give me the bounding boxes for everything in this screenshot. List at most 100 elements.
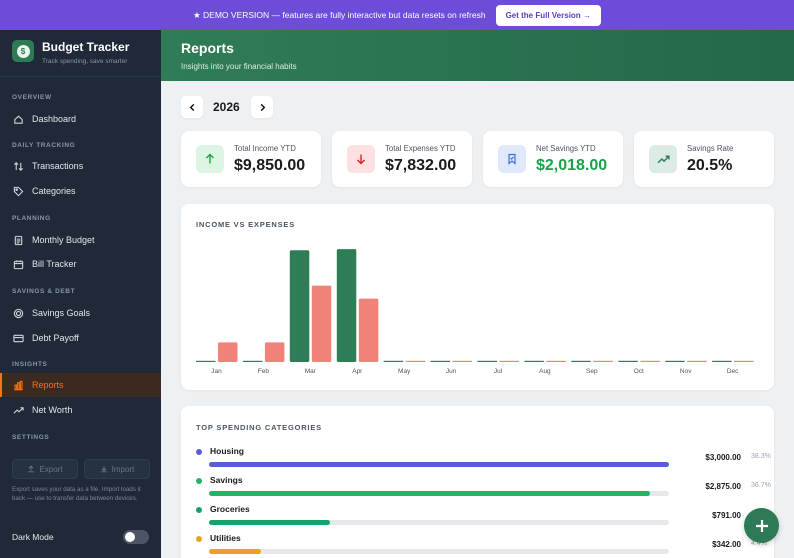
category-amount: $342.00	[712, 540, 741, 549]
category-name: Housing	[210, 446, 244, 456]
logo-icon: $	[12, 40, 34, 62]
arrow-down-icon	[347, 145, 375, 173]
dark-mode-toggle[interactable]	[123, 530, 149, 544]
bar-expense-mar[interactable]	[311, 285, 332, 362]
bar-income-may[interactable]	[383, 360, 404, 362]
bar-expense-oct[interactable]	[640, 360, 660, 362]
page-subtitle: Insights into your financial habits	[181, 62, 297, 71]
category-percent: 36.7%	[751, 482, 771, 489]
export-import-note: Export saves your data as a file. Import…	[12, 486, 141, 502]
category-percent: 38.3%	[751, 453, 771, 460]
stat-label: Total Income YTD	[234, 143, 296, 153]
bar-expense-aug[interactable]	[546, 360, 566, 362]
stat-value: 20.5%	[687, 156, 733, 174]
category-progress-track	[209, 462, 669, 467]
stat-label: Net Savings YTD	[536, 143, 596, 153]
bar-income-jan[interactable]	[196, 360, 216, 362]
clipboard-icon	[14, 235, 23, 245]
chart-title: INCOME VS EXPENSES	[196, 220, 296, 229]
nav-monthly-budget[interactable]: Monthly Budget	[0, 228, 161, 252]
stat-card-income: Total Income YTD $9,850.00	[181, 131, 321, 187]
bar-income-oct[interactable]	[618, 360, 638, 362]
dark-mode-label: Dark Mode	[12, 532, 54, 542]
get-full-version-button[interactable]: Get the Full Version →	[495, 4, 601, 26]
swap-arrows-icon	[13, 161, 24, 171]
bar-income-apr[interactable]	[336, 249, 357, 362]
section-savings-debt: SAVINGS & DEBT	[12, 288, 76, 295]
bar-income-nov[interactable]	[665, 360, 685, 362]
app-title: Budget Tracker	[42, 40, 130, 54]
prev-year-button[interactable]	[181, 96, 203, 118]
bar-income-dec[interactable]	[712, 360, 732, 362]
bar-expense-apr[interactable]	[358, 298, 379, 362]
nav-categories[interactable]: Categories	[0, 179, 161, 203]
target-icon	[13, 308, 24, 318]
bar-income-jun[interactable]	[430, 360, 451, 362]
bar-expense-jan[interactable]	[218, 342, 238, 362]
nav-transactions[interactable]: Transactions	[0, 154, 161, 178]
chevron-left-icon	[189, 103, 194, 111]
x-tick-label: Jan	[211, 368, 222, 375]
x-tick-label: Feb	[258, 368, 270, 375]
bar-income-aug[interactable]	[524, 360, 544, 362]
nav-dashboard[interactable]: Dashboard	[0, 107, 161, 131]
nav-debt-payoff[interactable]: Debt Payoff	[0, 326, 161, 350]
nav-reports[interactable]: Reports	[0, 373, 161, 397]
bar-income-jul[interactable]	[477, 360, 498, 362]
bar-expense-dec[interactable]	[734, 360, 754, 362]
category-dot	[196, 478, 202, 484]
import-button[interactable]: Import	[84, 459, 150, 479]
bar-expense-feb[interactable]	[264, 342, 285, 362]
nav-net-worth[interactable]: Net Worth	[0, 398, 161, 422]
section-daily-tracking: DAILY TRACKING	[12, 142, 76, 149]
app-subtitle: Track spending, save smarter	[42, 58, 128, 65]
bar-expense-jun[interactable]	[452, 360, 473, 362]
bar-expense-jul[interactable]	[499, 360, 520, 362]
page-header: Reports Insights into your financial hab…	[161, 30, 794, 81]
income-expenses-chart: Jan Feb Mar Apr May Jun Jul Aug Sep Oct Nov Dec	[196, 249, 754, 375]
bar-expense-sep[interactable]	[593, 360, 613, 362]
chevron-right-icon	[260, 103, 265, 111]
spending-title: TOP SPENDING CATEGORIES	[196, 423, 322, 432]
export-button[interactable]: Export	[12, 459, 78, 479]
category-progress-track	[209, 520, 669, 525]
category-progress-track	[209, 491, 669, 496]
income-vs-expenses-card: INCOME VS EXPENSES Jan Feb Mar Apr May Jun Jul…	[181, 204, 774, 390]
bar-income-feb[interactable]	[242, 360, 263, 362]
arrow-up-icon	[196, 145, 224, 173]
next-year-button[interactable]	[251, 96, 273, 118]
brand: $ Budget Tracker Track spending, save sm…	[0, 30, 161, 77]
category-name: Groceries	[210, 504, 250, 514]
stat-value: $2,018.00	[536, 156, 608, 174]
nav-bill-tracker[interactable]: Bill Tracker	[0, 252, 161, 276]
section-planning: PLANNING	[12, 215, 51, 222]
category-progress-track	[209, 549, 669, 554]
x-tick-label: Mar	[305, 368, 317, 375]
category-progress-fill	[209, 549, 262, 554]
plus-icon	[755, 519, 768, 532]
x-tick-label: Jun	[446, 368, 457, 375]
section-overview: OVERVIEW	[12, 94, 52, 101]
section-settings: SETTINGS	[12, 434, 50, 441]
bar-chart-icon	[14, 380, 23, 390]
category-progress-fill	[209, 462, 669, 467]
bar-expense-may[interactable]	[405, 360, 426, 362]
category-name: Savings	[210, 475, 243, 485]
demo-banner-text: ★ DEMO VERSION — features are fully inte…	[193, 9, 486, 20]
nav-savings-goals[interactable]: Savings Goals	[0, 301, 161, 325]
upload-icon	[28, 465, 35, 473]
bar-income-mar[interactable]	[289, 250, 310, 362]
category-percent: 4.4%	[751, 540, 767, 547]
x-tick-label: May	[398, 368, 411, 375]
home-icon	[14, 115, 23, 124]
x-tick-label: Aug	[539, 368, 551, 375]
x-tick-label: Apr	[352, 368, 363, 375]
trend-up-icon	[13, 406, 24, 414]
category-amount: $791.00	[712, 511, 741, 520]
category-dot	[196, 449, 202, 455]
bar-income-sep[interactable]	[571, 360, 591, 362]
bar-expense-nov[interactable]	[687, 360, 707, 362]
toggle-knob	[125, 532, 135, 542]
add-fab-button[interactable]	[744, 508, 779, 543]
stat-value: $9,850.00	[234, 156, 306, 174]
